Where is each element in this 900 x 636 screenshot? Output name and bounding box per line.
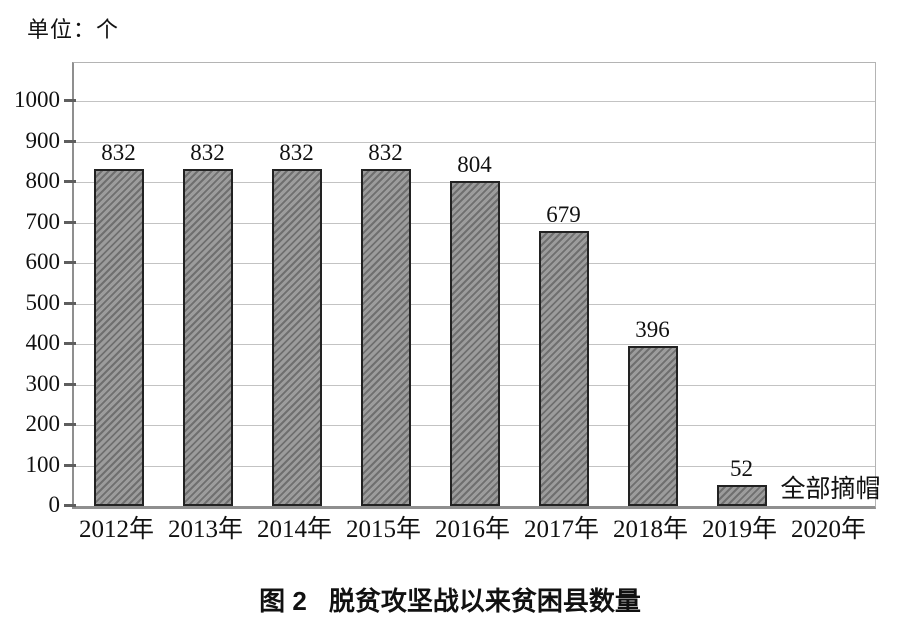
bar bbox=[93, 169, 144, 506]
y-tick-label: 800 bbox=[25, 168, 61, 194]
y-axis-tick bbox=[64, 382, 76, 386]
caption-title: 脱贫攻坚战以来贫困县数量 bbox=[328, 586, 641, 616]
y-axis-tick bbox=[64, 301, 76, 305]
y-axis-tick bbox=[64, 220, 76, 224]
bar bbox=[360, 169, 411, 506]
bar bbox=[627, 346, 678, 506]
y-tick-label: 1000 bbox=[14, 87, 60, 113]
bar bbox=[182, 169, 233, 506]
bar bbox=[449, 181, 500, 506]
annotation-label: 全部摘帽 bbox=[780, 476, 881, 503]
x-tick-label: 2013年 bbox=[167, 516, 243, 543]
bar bbox=[271, 169, 322, 506]
y-axis-tick bbox=[64, 342, 76, 346]
chart-caption: 图 2 脱贫攻坚战以来贫困县数量 bbox=[0, 581, 900, 618]
y-axis-tick bbox=[64, 504, 76, 507]
y-tick-label: 200 bbox=[25, 411, 61, 437]
y-axis-tick bbox=[64, 99, 76, 103]
y-tick-label: 100 bbox=[25, 451, 61, 477]
grid-line bbox=[74, 141, 875, 143]
y-tick-label: 700 bbox=[25, 208, 61, 234]
bar-value-label: 832 bbox=[101, 140, 136, 166]
x-tick-label: 2020年 bbox=[790, 516, 866, 543]
x-tick-label: 2015年 bbox=[345, 516, 421, 543]
y-axis-tick bbox=[64, 180, 76, 184]
bar bbox=[716, 485, 767, 506]
bar-value-label: 804 bbox=[457, 151, 492, 177]
y-axis-tick bbox=[64, 261, 76, 265]
y-tick-label: 900 bbox=[25, 127, 61, 153]
bar-value-label: 396 bbox=[635, 316, 670, 342]
y-axis-tick bbox=[64, 463, 76, 467]
y-tick-label: 500 bbox=[25, 289, 61, 315]
bar-value-label: 832 bbox=[368, 140, 403, 166]
y-tick-label: 300 bbox=[25, 370, 61, 396]
caption-figure-number: 图 2 bbox=[259, 586, 307, 616]
plot-area: 832 832 832 832 804 679 396 52 全部摘帽 bbox=[72, 62, 881, 509]
y-tick-label: 0 bbox=[48, 492, 61, 517]
x-tick-label: 2019年 bbox=[701, 516, 777, 543]
y-tick-label: 600 bbox=[25, 249, 61, 275]
x-tick-label: 2017年 bbox=[523, 516, 599, 543]
y-axis-tick bbox=[64, 139, 76, 143]
y-axis-tick bbox=[64, 423, 76, 427]
grid-line bbox=[74, 101, 875, 103]
bar-value-label: 832 bbox=[190, 140, 225, 166]
x-tick-label: 2012年 bbox=[78, 516, 154, 543]
x-tick-label: 2016年 bbox=[434, 516, 510, 543]
x-tick-label: 2018年 bbox=[612, 516, 688, 543]
y-axis-unit-label: 单位：个 bbox=[27, 17, 120, 42]
bar bbox=[538, 231, 589, 506]
bar-value-label: 679 bbox=[546, 202, 581, 228]
bar-value-label: 832 bbox=[279, 140, 314, 166]
y-tick-label: 400 bbox=[25, 330, 61, 356]
bar-value-label: 52 bbox=[730, 455, 753, 481]
x-tick-label: 2014年 bbox=[256, 516, 332, 543]
